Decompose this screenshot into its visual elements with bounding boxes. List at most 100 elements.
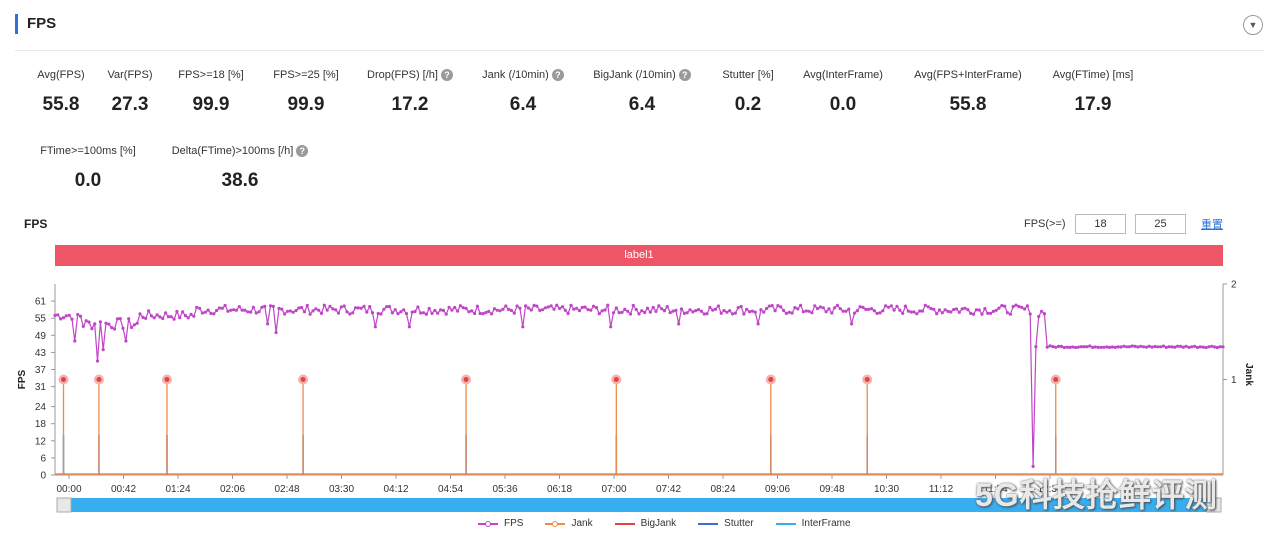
fps-point [1088,344,1092,348]
fps-point [1133,344,1137,348]
legend-item-bigjank[interactable]: BigJank [614,518,676,529]
fps-point [648,310,652,314]
fps-point [657,304,661,308]
label-bar[interactable]: label1 [55,245,1223,266]
fps-point [172,317,176,321]
stat-label-text: Jank (/10min) [482,69,549,81]
fps-point [297,306,301,310]
fps-point [509,308,513,312]
fps-point [665,305,669,309]
fps-point [555,303,559,307]
fps-point [127,317,131,321]
time-slider-handle-left[interactable] [56,497,72,513]
fps-point [70,317,74,321]
fps-point [688,308,692,312]
x-tick-label: 08:24 [710,484,735,495]
fps-point [583,305,587,309]
y-tick-label: 61 [35,297,47,308]
stat-4: Drop(FPS) [/h]? 17.2 [340,69,480,116]
fps-point [1210,344,1214,348]
legend-item-interframe[interactable]: InterFrame [775,518,851,529]
fps-point [563,308,567,312]
fps-threshold-input-2[interactable]: 25 [1135,214,1186,234]
fps-point [223,303,227,308]
stat-value: 17.9 [1074,94,1112,115]
fps-point [796,307,800,311]
fps-point [268,304,273,308]
fps-point [841,309,845,313]
time-slider-handle-right[interactable] [1206,497,1222,513]
fps-point [155,313,159,317]
fps-point [954,307,959,311]
collapse-button[interactable]: ▼ [1243,15,1263,35]
legend-item-jank[interactable]: Jank [545,518,593,529]
fps-point [971,312,976,316]
fps-point [336,311,341,315]
fps-point [192,314,196,318]
fps-point [274,330,278,335]
fps-point [249,310,253,314]
fps-point [1221,345,1225,349]
fps-point [317,308,321,312]
legend-item-stutter[interactable]: Stutter [698,518,754,529]
x-tick-label: 11:12 [929,484,954,495]
fps-point [903,304,908,308]
stat-value: 0.0 [74,170,102,191]
fps-point [217,306,221,310]
fps-point [164,311,168,315]
fps-point [1130,344,1134,348]
fps-point [1040,309,1044,313]
fps-point [78,314,83,318]
x-tick-label: 09:06 [765,484,790,495]
fps-point [1099,345,1103,349]
x-tick-label: 00:00 [56,484,81,495]
y2-tick-label: 2 [1231,280,1237,291]
fps-point [1144,345,1149,349]
x-tick-label: 03:30 [329,484,354,495]
fps-point [404,312,409,316]
fps-point [784,311,789,315]
reset-link[interactable]: 重置 [1201,219,1223,231]
fps-point [277,306,281,310]
fps-point [73,339,77,343]
fps-point [1218,345,1222,349]
fps-threshold-input-1[interactable]: 18 [1075,214,1126,234]
fps-point [818,305,823,309]
fps-point [1105,345,1109,349]
stat-12: Delta(FTime)>100ms [/h]? 38.6 [170,145,310,192]
fps-point [132,323,136,327]
fps-point [722,308,726,313]
help-icon[interactable]: ? [440,69,453,81]
help-icon[interactable]: ? [678,69,691,81]
time-slider-track[interactable] [57,498,1221,512]
fps-point [410,310,414,314]
fps-point [396,312,400,316]
fps-point [807,309,811,313]
y-tick-label: 18 [35,419,47,430]
legend-item-fps[interactable]: FPS [478,518,523,529]
help-icon[interactable]: ? [296,145,309,157]
x-tick-label: 07:00 [601,484,626,495]
fps-point [98,320,102,324]
fps-point [759,308,763,312]
stat-5: Jank (/10min)? 6.4 [453,69,593,116]
fps-point [645,306,650,310]
fps-point [575,306,579,310]
fps-point [450,308,454,312]
fps-point [319,311,324,315]
fps-point [716,304,721,308]
jank-marker [463,377,469,382]
jank-marker [164,377,170,382]
x-tick-label: 09:48 [819,484,844,495]
fps-point [756,322,760,326]
help-icon[interactable]: ? [551,69,564,81]
stat-label: Avg(InterFrame) [773,69,913,81]
x-tick-label: 11:54 [983,484,1008,495]
stat-value: 99.9 [192,94,230,115]
fps-point [492,307,496,311]
fps-point [810,311,814,315]
fps-point [1156,345,1160,349]
legend-swatch [698,522,719,525]
fps-point [878,311,882,315]
fps-point [674,308,678,312]
